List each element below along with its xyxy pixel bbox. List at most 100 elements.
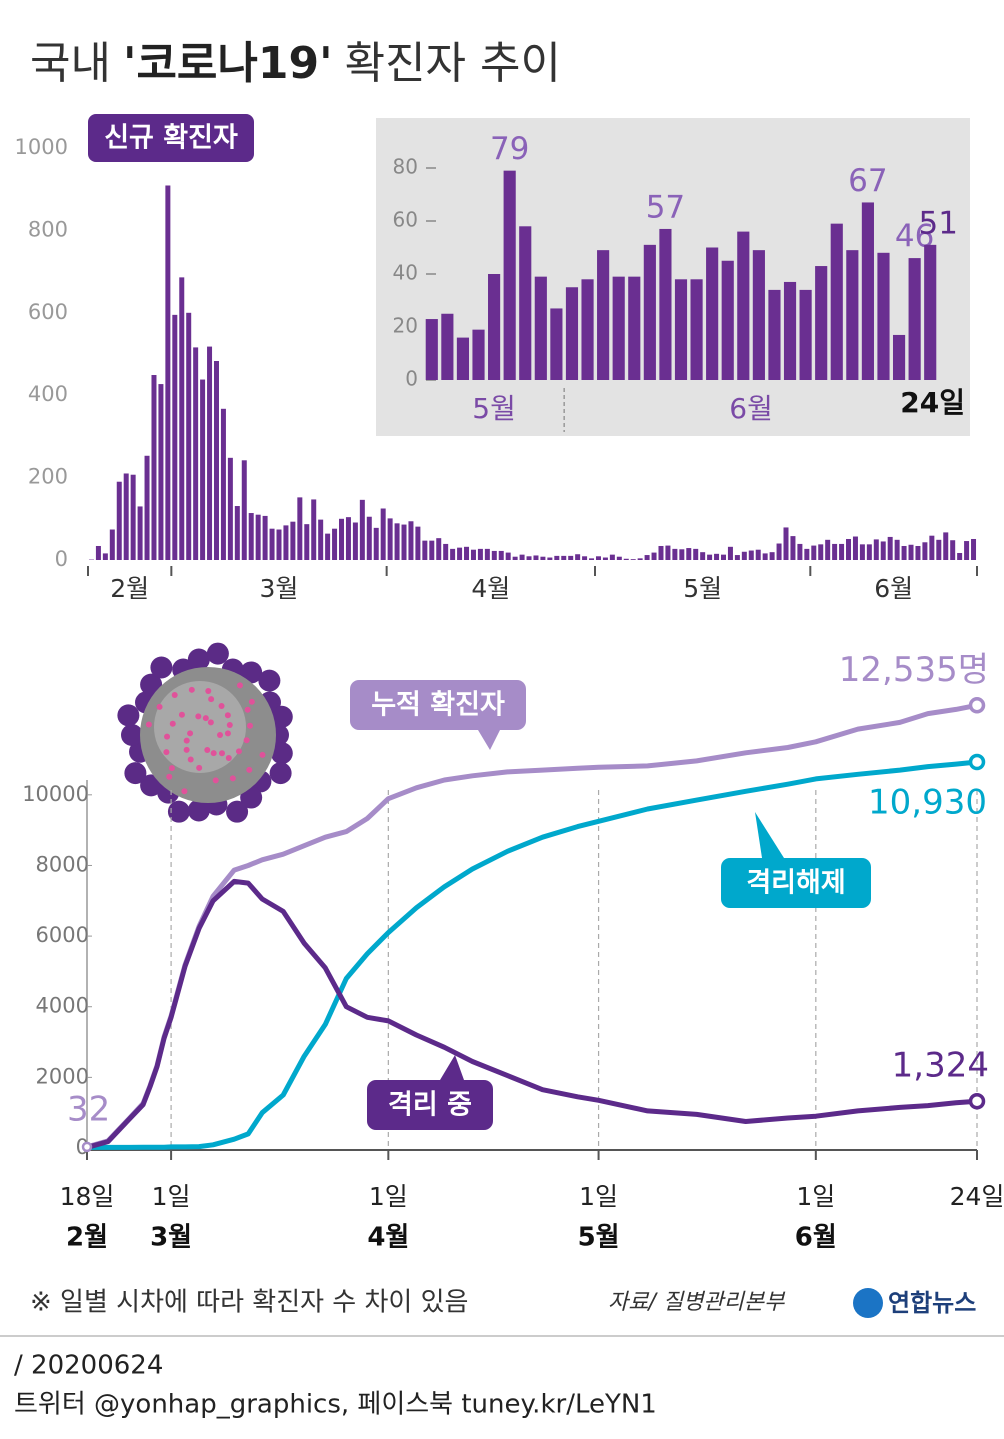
- bar: [332, 528, 338, 560]
- bar: [658, 545, 664, 560]
- bar: [503, 170, 516, 380]
- y-tick-label: 6000: [36, 923, 89, 947]
- bar: [943, 532, 949, 560]
- source: 자료/ 질병관리본부: [608, 1290, 786, 1315]
- bar: [394, 523, 400, 560]
- bar: [441, 313, 454, 380]
- bar: [602, 557, 608, 560]
- bar: [200, 379, 206, 560]
- virus-dot: [226, 721, 233, 728]
- bar: [318, 519, 324, 560]
- x-month-label: 5월: [578, 1223, 620, 1253]
- x-tick-label: 1일: [152, 1182, 191, 1211]
- bar: [95, 545, 101, 560]
- legend-label: 누적 확진자: [371, 690, 505, 721]
- bar: [734, 555, 740, 560]
- y-tick-label: 400: [28, 382, 68, 406]
- bar: [207, 346, 213, 560]
- legend-box: [721, 858, 871, 908]
- virus-dot: [246, 766, 253, 773]
- bar: [565, 287, 579, 380]
- virus-dot: [224, 730, 231, 737]
- virus-spike: [187, 799, 210, 822]
- legend-label: 격리 중: [388, 1090, 472, 1121]
- bar: [262, 515, 268, 560]
- bar: [227, 457, 233, 560]
- bar: [311, 499, 317, 560]
- virus-dot: [169, 720, 176, 727]
- bar: [366, 516, 372, 560]
- virus-dot: [168, 765, 175, 772]
- bar: [526, 556, 532, 560]
- virus-spike: [167, 800, 190, 823]
- bar: [908, 544, 914, 560]
- bar: [186, 312, 192, 560]
- x-month-label: 3월: [150, 1223, 192, 1253]
- virus-dot: [217, 732, 223, 738]
- bar: [922, 542, 928, 560]
- virus-spike: [240, 786, 263, 809]
- bar: [457, 547, 463, 560]
- bar: [707, 554, 713, 560]
- bar: [804, 548, 810, 560]
- virus-dot: [156, 703, 163, 710]
- virus-dot: [248, 698, 255, 705]
- bar: [137, 506, 143, 560]
- bar: [130, 474, 136, 560]
- bar: [924, 244, 937, 380]
- y-tick-label: 60: [393, 208, 418, 232]
- bar-chart-label-box: [88, 114, 254, 162]
- virus-spike: [270, 705, 293, 728]
- bar: [644, 555, 650, 560]
- x-month-label: 5월: [683, 574, 722, 603]
- bar: [859, 544, 865, 560]
- end-marker: [968, 697, 986, 714]
- bar: [408, 521, 414, 560]
- virus-dot: [178, 711, 185, 718]
- legend-pointer: [755, 812, 784, 858]
- bar: [345, 517, 351, 560]
- date: / 20200624: [14, 1351, 163, 1381]
- bar: [116, 481, 122, 560]
- virus-dot: [183, 737, 190, 744]
- bar: [519, 554, 525, 560]
- bar: [144, 455, 150, 560]
- x-month-label: 6월: [874, 574, 913, 603]
- bar: [832, 543, 838, 560]
- x-month-label: 6월: [795, 1223, 837, 1253]
- x-tick-label: 24일: [950, 1182, 1004, 1211]
- virus-dot: [212, 777, 219, 784]
- bar: [477, 548, 483, 560]
- virus-dot: [171, 692, 178, 699]
- y-tick-label: 200: [28, 465, 68, 489]
- bar: [589, 558, 595, 560]
- y-tick-label: 600: [28, 300, 68, 324]
- bar: [846, 250, 859, 380]
- bar: [769, 552, 775, 560]
- virus-core: [154, 681, 246, 773]
- virus-dot: [225, 754, 232, 761]
- bar: [929, 535, 935, 560]
- virus-spike: [206, 642, 229, 665]
- bar: [582, 556, 588, 560]
- virus-dot: [218, 703, 225, 710]
- bar: [880, 541, 886, 560]
- virus-spike: [140, 774, 163, 797]
- value-label: 10,930: [868, 782, 987, 822]
- bar: [540, 556, 546, 560]
- virus-dot: [259, 751, 266, 758]
- bar: [269, 528, 275, 560]
- bar: [762, 553, 768, 560]
- bar: [651, 552, 657, 560]
- bar: [665, 545, 671, 560]
- bar: [693, 548, 699, 560]
- bar: [612, 276, 625, 380]
- bar: [790, 536, 796, 560]
- title: 국내 '코로나19' 확진자 추이: [30, 38, 561, 89]
- virus-spike: [226, 800, 249, 823]
- y-tick-label: 4000: [36, 994, 89, 1018]
- legend-pointer: [440, 1055, 464, 1080]
- virus-spike: [270, 742, 293, 765]
- y-tick-label: 0: [55, 547, 68, 571]
- bar: [721, 260, 734, 380]
